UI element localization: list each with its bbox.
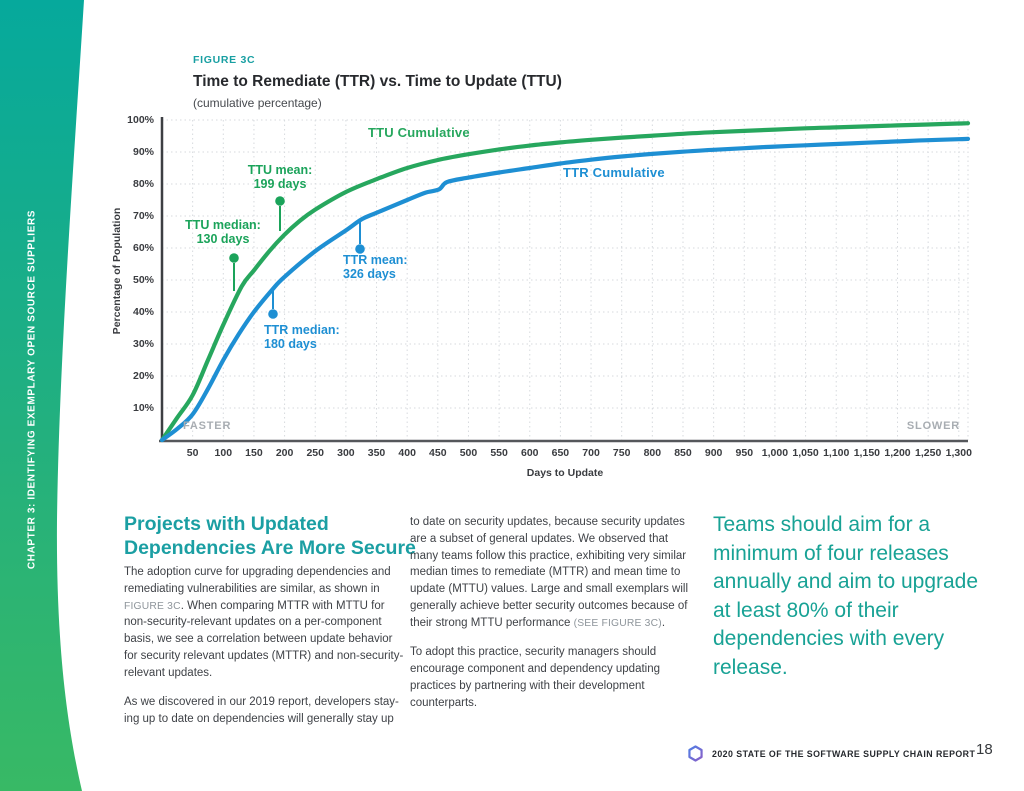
annotation-ttr-mean: TTR mean: 326 days [343,253,408,282]
x-tick-label: 50 [186,447,199,459]
y-tick-label: 60% [132,242,154,254]
y-tick-label: 100% [127,114,154,126]
ttr-series-label: TTR Cumulative [563,165,665,180]
x-tick-label: 850 [674,447,692,459]
x-tick-label: 350 [367,447,386,459]
paragraph: To adopt this practice, security manager… [410,646,661,709]
figure-number: FIGURE 3C [193,54,256,66]
chart-subtitle: (cumulative percentage) [193,96,322,110]
paragraph-text: to date on security updates, because sec… [410,516,689,629]
paragraph-text: The adoption curve for upgrading depende… [124,566,391,595]
x-tick-label: 450 [429,447,447,459]
plot-canvas [159,117,971,443]
x-tick-label: 750 [612,447,631,459]
y-tick-label: 40% [132,306,154,318]
ttu-curve [159,121,971,443]
x-tick-label: 1,250 [915,447,942,459]
y-tick-label: 80% [132,178,154,190]
x-tick-label: 1,000 [761,447,789,459]
x-tick-label: 550 [490,447,508,459]
paragraph-text: . [661,616,666,629]
annotation-dot [229,253,239,263]
slower-label: SLOWER [906,420,960,432]
page-number: 18 [976,741,993,758]
pull-quote: Teams should aim for a minimum of four r… [713,513,979,679]
article-column-2: to date on security updates, because sec… [410,514,690,725]
chart-title: Time to Remediate (TTR) vs. Time to Upda… [193,73,562,90]
ttu-series-label: TTU Cumulative [368,125,470,140]
annotation-ttr-median: TTR median: 180 days [264,323,340,352]
x-tick-label: 950 [735,447,754,459]
x-axis-label: Days to Update [526,467,604,479]
y-tick-label: 30% [132,338,154,350]
y-axis-label: Percentage of Population [111,207,123,335]
y-tick-label: 50% [132,274,154,286]
chapter-sidebar-shape [0,0,84,791]
x-tick-label: 600 [520,447,539,459]
x-tick-label: 650 [551,447,570,459]
x-tick-label: 1,100 [823,447,850,459]
annotation-ttu-median: TTU median: 130 days [185,218,261,247]
x-tick-label: 1,050 [792,447,819,459]
x-tick-label: 1,300 [945,447,972,459]
y-tick-label: 90% [132,146,154,158]
paragraph-text: . When comparing MTTR with MTTU for non-… [124,599,404,679]
y-tick-label: 70% [132,210,154,222]
x-tick-label: 400 [398,447,416,459]
paragraph: to date on security updates, because sec… [410,514,690,631]
sonatype-hexagon-logo-icon [688,745,703,762]
footer-report-title: 2020 STATE OF THE SOFTWARE SUPPLY CHAIN … [712,749,976,759]
x-tick-label: 100 [214,447,233,459]
x-tick-label: 300 [337,447,355,459]
x-tick-label: 900 [704,447,723,459]
paragraph: As we discovered in our 2019 report, dev… [124,696,399,726]
figure-reference: (SEE FIGURE 3C) [573,617,662,629]
x-tick-label: 150 [245,447,263,459]
y-tick-label: 10% [132,402,154,414]
x-tick-label: 700 [582,447,600,459]
annotation-ttu-mean: TTU mean: 199 days [247,163,313,192]
annotation-dot [275,196,285,206]
y-tick-label: 20% [132,370,154,382]
x-tick-label: 1,150 [853,447,880,459]
paragraph: The adoption curve for upgrading depende… [124,564,408,681]
article-heading: Projects with Updated Dependencies Are M… [124,513,416,559]
x-tick-label: 800 [643,447,662,459]
annotation-dot [268,309,278,319]
annotation-dot [355,244,365,254]
figure-reference: FIGURE 3C [124,600,181,612]
x-tick-label: 1,200 [884,447,911,459]
article-column-1: The adoption curve for upgrading depende… [124,564,408,741]
faster-label: FASTER [183,420,232,432]
x-tick-label: 500 [459,447,478,459]
x-tick-label: 250 [306,447,324,459]
ttr-curve [159,136,971,443]
x-tick-label: 200 [275,447,294,459]
